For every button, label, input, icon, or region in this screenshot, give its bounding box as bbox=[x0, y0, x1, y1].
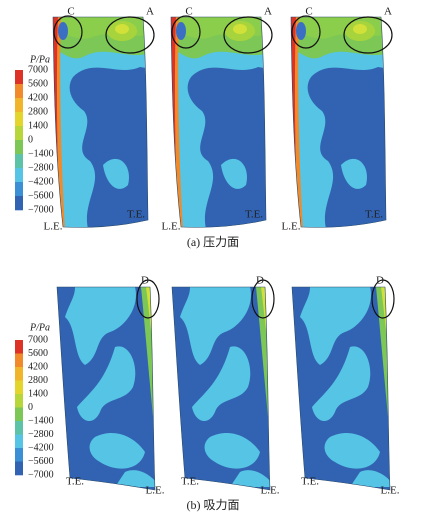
region-label: D bbox=[141, 275, 149, 287]
leading-edge-label: L.E. bbox=[162, 221, 181, 233]
colorbar-band bbox=[15, 154, 23, 169]
region-circle bbox=[343, 16, 393, 54]
region-circle bbox=[223, 16, 273, 54]
colorbar-label: 1400 bbox=[28, 120, 48, 131]
colorbar-title: P/Pa bbox=[29, 54, 50, 65]
colorbar-label: 7000 bbox=[28, 334, 48, 345]
colorbar-band bbox=[15, 112, 23, 127]
contour-plot: D L.E. T.E. bbox=[55, 275, 165, 497]
region-circle bbox=[53, 15, 83, 49]
region-circle bbox=[136, 279, 160, 319]
colorbar-band bbox=[15, 70, 23, 85]
leading-edge-label: L.E. bbox=[261, 485, 280, 497]
trailing-edge-label: T.E. bbox=[301, 476, 319, 488]
region-circle bbox=[371, 279, 395, 319]
colorbar-label: 4200 bbox=[28, 92, 48, 103]
colorbar-band bbox=[15, 196, 23, 211]
colorbar-label: −7000 bbox=[28, 469, 54, 480]
region-circle bbox=[291, 15, 321, 49]
leading-edge-label: L.E. bbox=[282, 221, 301, 233]
region-label: C bbox=[305, 6, 312, 18]
caption: (b) 吸力面 bbox=[187, 498, 240, 512]
region-circle bbox=[171, 15, 201, 49]
colorbar-band bbox=[15, 340, 23, 354]
region-label: C bbox=[185, 6, 192, 18]
colorbar-band bbox=[15, 168, 23, 183]
colorbar-band bbox=[15, 98, 23, 113]
contour-plot: C A L.E. T.E. bbox=[282, 6, 396, 235]
contour-plot: C A L.E. T.E. bbox=[162, 6, 276, 235]
trailing-edge-label: T.E. bbox=[245, 209, 263, 221]
colorbar-label: −1400 bbox=[28, 415, 54, 426]
colorbar-band bbox=[15, 182, 23, 197]
colorbar-band bbox=[15, 461, 23, 476]
colorbar-label: −7000 bbox=[28, 204, 54, 215]
region-label: C bbox=[67, 6, 74, 18]
leading-edge-label: L.E. bbox=[44, 221, 63, 233]
colorbar-band bbox=[15, 84, 23, 99]
colorbar-band bbox=[15, 448, 23, 462]
colorbar-band bbox=[15, 407, 23, 422]
region-circle bbox=[105, 16, 155, 54]
colorbar-band bbox=[15, 353, 23, 368]
leading-edge-label: L.E. bbox=[381, 485, 400, 497]
colorbar-label: 1400 bbox=[28, 388, 48, 399]
region-label: D bbox=[376, 275, 384, 287]
colorbar-label: 7000 bbox=[28, 64, 48, 75]
colorbar-band bbox=[15, 380, 23, 395]
region-label: A bbox=[264, 6, 272, 18]
colorbar-label: 2800 bbox=[28, 106, 48, 117]
region-circle bbox=[251, 279, 275, 319]
contour-plot: D L.E. T.E. bbox=[170, 275, 280, 497]
leading-edge-label: L.E. bbox=[146, 485, 165, 497]
colorbar-label: −5600 bbox=[28, 456, 54, 467]
trailing-edge-label: T.E. bbox=[181, 476, 199, 488]
colorbar-label: 4200 bbox=[28, 361, 48, 372]
colorbar-label: −4200 bbox=[28, 442, 54, 453]
contour-plot: D L.E. T.E. bbox=[290, 275, 400, 497]
colorbar-title: P/Pa bbox=[29, 322, 50, 333]
colorbar-band bbox=[15, 434, 23, 449]
colorbar-label: −5600 bbox=[28, 190, 54, 201]
region-label: A bbox=[146, 6, 154, 18]
trailing-edge-label: T.E. bbox=[127, 209, 145, 221]
colorbar-band bbox=[15, 421, 23, 435]
colorbar-label: 5600 bbox=[28, 78, 48, 89]
region-label: A bbox=[384, 6, 392, 18]
colorbar-band bbox=[15, 140, 23, 155]
colorbar-label: −2800 bbox=[28, 162, 54, 173]
colorbar-label: −4200 bbox=[28, 176, 54, 187]
colorbar-band bbox=[15, 367, 23, 381]
colorbar-label: 0 bbox=[28, 402, 33, 413]
colorbar-label: 2800 bbox=[28, 375, 48, 386]
colorbar-band bbox=[15, 394, 23, 408]
colorbar-label: −1400 bbox=[28, 148, 54, 159]
trailing-edge-label: T.E. bbox=[66, 476, 84, 488]
colorbar-label: −2800 bbox=[28, 429, 54, 440]
caption: (a) 压力面 bbox=[187, 235, 239, 249]
colorbar-band bbox=[15, 126, 23, 141]
trailing-edge-label: T.E. bbox=[365, 209, 383, 221]
region-label: D bbox=[256, 275, 264, 287]
colorbar-label: 5600 bbox=[28, 348, 48, 359]
colorbar-label: 0 bbox=[28, 134, 33, 145]
contour-plot: C A L.E. T.E. bbox=[44, 6, 158, 235]
